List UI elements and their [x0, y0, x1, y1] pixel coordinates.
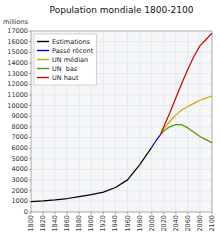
legend-label: UN haut: [52, 74, 79, 82]
series-line: [161, 33, 212, 134]
tick-label-y: 2000: [11, 187, 28, 195]
series-line: [31, 147, 152, 201]
grid-line-y: [31, 180, 212, 181]
plot-frame: [31, 31, 212, 212]
grid-line-x: [115, 31, 116, 212]
tick-label-x: 1880: [75, 215, 83, 232]
grid-line-y: [31, 137, 212, 138]
legend-box: [34, 34, 96, 85]
tick-label-x: 1980: [136, 215, 144, 232]
tick-label-y: 13000: [7, 70, 28, 78]
grid-line-y: [31, 201, 212, 202]
plot-area: [31, 31, 212, 212]
grid-line-x: [187, 31, 188, 212]
tick-label-y: 1000: [11, 197, 28, 205]
tick-label-x: 2060: [184, 215, 192, 232]
grid-line-y: [31, 158, 212, 159]
chart: 0 1000 2000 3000 4000 5000 6000 7000 8000 9000 100…: [0, 0, 220, 239]
legend-swatch: [37, 68, 49, 69]
tick-label-y: 16000: [7, 38, 28, 46]
legend-label: Estimations: [52, 38, 91, 46]
grid-line-x: [163, 31, 164, 212]
tick-label-y: 5000: [11, 155, 28, 163]
tick-label-y: 11000: [7, 91, 28, 99]
legend-swatch: [37, 59, 49, 60]
title: Population mondiale 1800-2100: [50, 5, 194, 15]
tick-label-y: 8000: [11, 123, 28, 131]
grid-line-y: [31, 190, 212, 191]
tick-label-x: 1960: [124, 215, 132, 232]
tick-label-x: 1840: [51, 215, 59, 232]
series-line: [161, 125, 212, 143]
tick-label-x: 2080: [196, 215, 204, 232]
legend-swatch: [37, 41, 49, 42]
legend-label: UN médian: [52, 56, 88, 64]
grid-line-x: [151, 31, 152, 212]
grid-line-x: [103, 31, 104, 212]
tick-label-y: 10000: [7, 102, 28, 110]
tick-label-x: 2100: [208, 215, 216, 232]
tick-label-y: 6000: [11, 144, 28, 152]
grid-line-y: [31, 169, 212, 170]
tick-label-x: 1820: [39, 215, 47, 232]
tick-label-x: 1800: [27, 215, 35, 232]
grid-line-x: [127, 31, 128, 212]
tick-label-x: 1920: [99, 215, 107, 232]
tick-label-x: 1860: [63, 215, 71, 232]
y-axis-label: millions: [3, 18, 29, 26]
tick-label-y: 17000: [7, 27, 28, 35]
series-lines: [31, 33, 212, 201]
tick-label-y: 0: [24, 208, 28, 216]
tick-label-x: 2020: [160, 215, 168, 232]
tick-label-x: 2000: [148, 215, 156, 232]
legend-swatch: [37, 50, 49, 51]
grid-line-x: [139, 31, 140, 212]
legend-swatch: [37, 77, 49, 78]
tick-label-y: 3000: [11, 176, 28, 184]
grid-line-x: [199, 31, 200, 212]
grid: [31, 31, 212, 212]
series-line: [152, 134, 161, 147]
tick-label-y: 9000: [11, 112, 28, 120]
legend-label: UN bas: [52, 65, 78, 73]
grid-line-y: [31, 148, 212, 149]
tick-label-x: 1900: [87, 215, 95, 232]
grid-line-x: [175, 31, 176, 212]
tick-label-x: 2040: [172, 215, 180, 232]
grid-line-y: [31, 105, 212, 106]
axes: 0 1000 2000 3000 4000 5000 6000 7000 8000 9000 100…: [7, 27, 216, 232]
grid-line-y: [31, 116, 212, 117]
grid-line-y: [31, 94, 212, 95]
tick-label-y: 15000: [7, 48, 28, 56]
legend: EstimationsPassé récentUN médianUN basUN…: [34, 34, 96, 85]
tick-label-y: 4000: [11, 165, 28, 173]
tick-label-y: 7000: [11, 133, 28, 141]
tick-label-y: 12000: [7, 80, 28, 88]
tick-label-x: 1940: [111, 215, 119, 232]
legend-label: Passé récent: [52, 47, 94, 55]
tick-label-y: 14000: [7, 59, 28, 67]
